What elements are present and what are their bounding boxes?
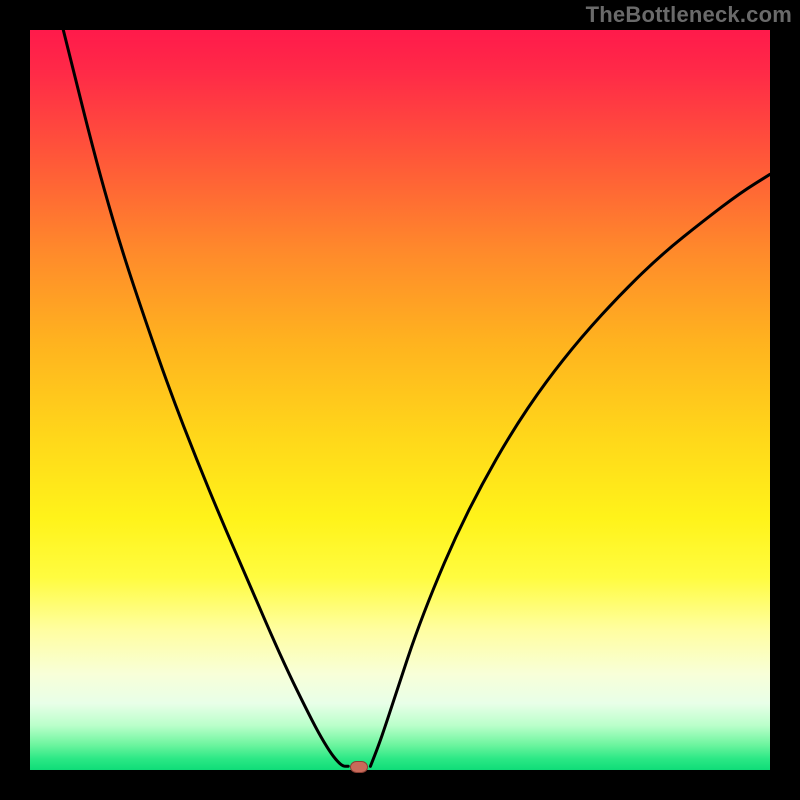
plot-area: [30, 30, 770, 770]
bottleneck-curve-right: [370, 174, 770, 766]
watermark-text: TheBottleneck.com: [586, 2, 792, 28]
optimal-marker: [350, 761, 368, 773]
chart-frame: TheBottleneck.com: [0, 0, 800, 800]
optimal-marker-shape: [351, 762, 368, 773]
curve-layer: [30, 30, 770, 770]
bottleneck-curve-left: [63, 30, 348, 766]
